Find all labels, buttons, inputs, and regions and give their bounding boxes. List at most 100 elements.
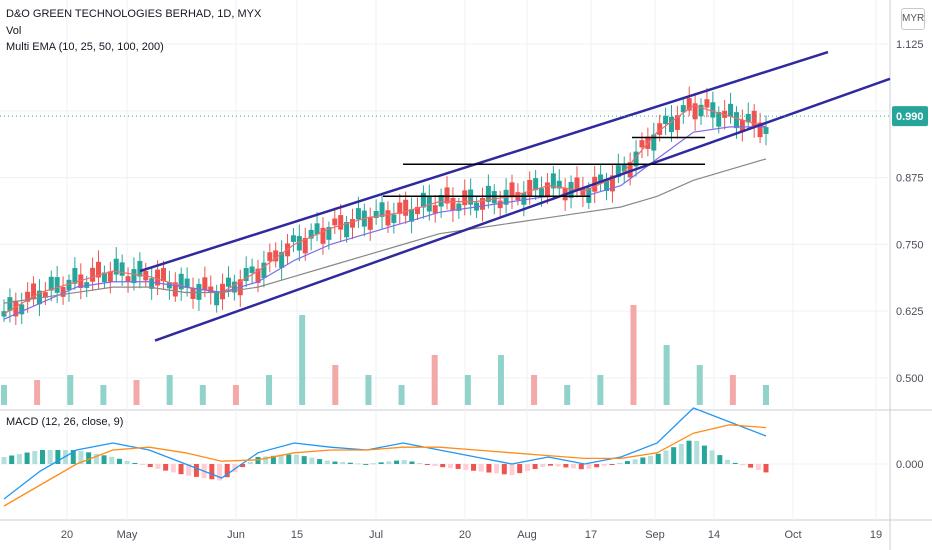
candle-body [78, 274, 84, 288]
candle-body [137, 260, 143, 277]
x-tick-label: Sep [645, 529, 665, 541]
candle-body [261, 262, 267, 279]
ema-line [3, 126, 766, 320]
macd-histogram-bar [447, 464, 453, 469]
candle-body [497, 200, 503, 209]
volume-bar [365, 375, 372, 405]
macd-histogram-bar [324, 460, 330, 464]
macd-histogram-bar [478, 464, 484, 472]
volume-bar [597, 375, 604, 405]
candle-body [273, 250, 279, 262]
macd-histogram-bar [524, 464, 530, 472]
candle-body [627, 162, 633, 178]
macd-histogram-bar [217, 464, 223, 481]
volume-bar [663, 345, 670, 405]
volume-bar [497, 355, 504, 405]
macd-histogram-bar [155, 464, 161, 469]
y-tick-label: 0.625 [896, 306, 924, 318]
candle-body [42, 292, 48, 298]
macd-histogram-bar [424, 464, 430, 465]
x-tick-label: Oct [784, 529, 801, 541]
y-tick-label: 0.875 [896, 173, 924, 185]
macd-histogram-bar [332, 461, 338, 464]
candle-body [320, 227, 326, 244]
last-price-badge [892, 106, 928, 127]
volume-label: Vol [6, 25, 22, 37]
currency-button[interactable]: MYR [901, 8, 925, 30]
ema-line [3, 158, 767, 304]
macd-histogram-bar [571, 464, 577, 469]
macd-histogram-bar [555, 464, 561, 467]
x-tick-label: 19 [870, 529, 882, 541]
candle-body [657, 123, 663, 135]
macd-histogram-bar [486, 464, 492, 473]
macd-histogram-bar [163, 464, 169, 471]
candle-body [190, 288, 196, 299]
volume-bar [531, 375, 538, 405]
volume-bar [398, 385, 405, 405]
x-tick-label: Aug [517, 529, 537, 541]
candle-body [450, 197, 456, 211]
candle-body [72, 267, 78, 284]
candle-body [290, 235, 296, 242]
macd-histogram-bar [86, 452, 92, 464]
macd-histogram-bar [609, 464, 615, 465]
macd-histogram-bar [540, 464, 546, 467]
candle-body [178, 273, 184, 290]
macd-histogram-bar [686, 440, 692, 464]
volume-bar [729, 375, 736, 405]
macd-histogram-bar [401, 460, 407, 464]
macd-histogram-bar [632, 459, 638, 464]
macd-histogram-bar [463, 464, 469, 470]
candle-body [763, 127, 769, 134]
macd-histogram-bar [517, 464, 523, 474]
candle-body [456, 203, 462, 211]
last-price-value: 0.990 [896, 111, 924, 123]
volume-bar [332, 365, 339, 405]
volume-bar [763, 385, 769, 405]
macd-histogram-bar [394, 460, 400, 464]
candle-body [60, 287, 66, 297]
macd-histogram-bar [509, 464, 515, 476]
macd-histogram-bar [640, 457, 646, 464]
x-tick-label: Jun [227, 529, 245, 541]
candle-body [609, 175, 615, 192]
candle-body [598, 174, 604, 182]
macd-histogram-bar [655, 453, 661, 464]
macd-histogram-bar [301, 456, 307, 464]
macd-histogram-bar [39, 450, 45, 464]
candle-body [355, 208, 361, 220]
candle-body [96, 261, 102, 278]
macd-histogram-bar [701, 445, 707, 464]
candle-body [745, 113, 751, 123]
candle-body [66, 279, 72, 291]
macd-histogram-bar [355, 463, 361, 465]
x-tick-label: May [117, 529, 138, 541]
candle-body [757, 122, 763, 138]
candle-body [751, 110, 757, 127]
candle-body [633, 151, 639, 167]
macd-histogram-bar [240, 464, 246, 468]
macd-histogram-bar [455, 464, 461, 469]
macd-histogram-bar [532, 464, 538, 469]
candle-body [160, 268, 166, 282]
candle-body [604, 178, 610, 192]
candle-body [739, 120, 745, 132]
macd-histogram-bar [748, 464, 754, 468]
candle-body [202, 277, 208, 291]
candle-body [556, 180, 562, 189]
candle-body [414, 206, 420, 215]
candle-body [279, 251, 285, 268]
candle-body [249, 266, 255, 273]
candle-body [231, 281, 237, 293]
trendline-channel-lower [154, 77, 891, 342]
volume-bar [232, 385, 239, 405]
macd-histogram-bar [586, 464, 592, 469]
candle-body [31, 283, 37, 300]
volume-bar [696, 365, 703, 405]
candle-body [338, 215, 344, 230]
volume-bar [199, 385, 206, 405]
candle-body [409, 209, 415, 222]
macd-histogram-bar [347, 462, 353, 464]
